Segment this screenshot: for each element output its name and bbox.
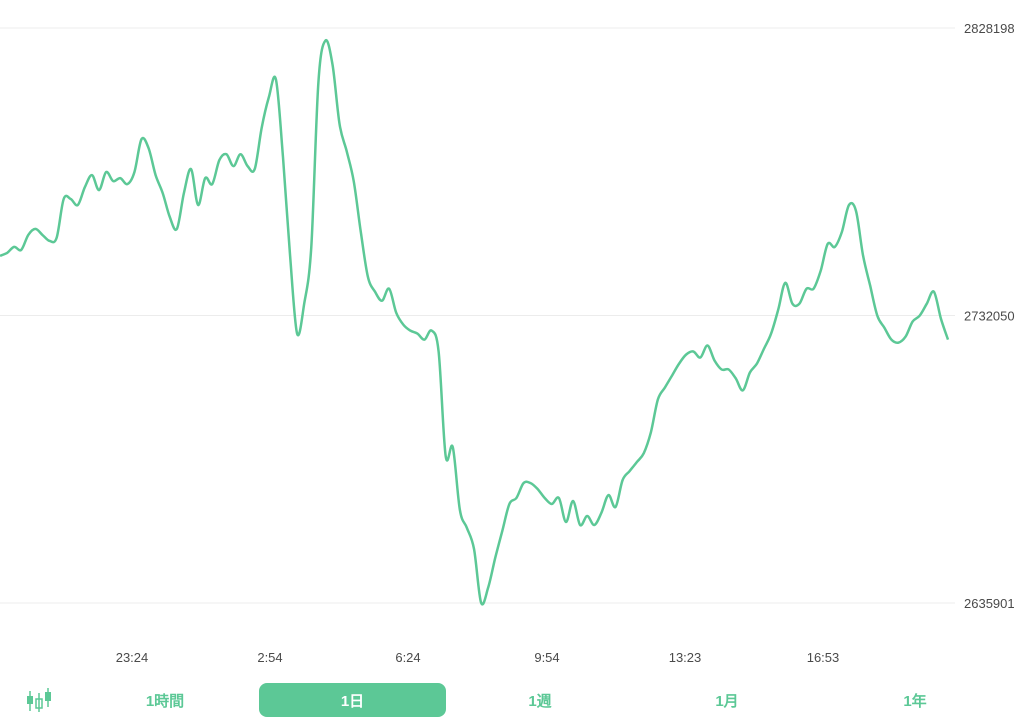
timeframe-bar: 1時間 1日 1週 1月 1年 bbox=[0, 678, 1024, 723]
x-tick-label: 2:54 bbox=[257, 650, 282, 665]
x-tick-label: 23:24 bbox=[116, 650, 149, 665]
timeframe-1h-button[interactable]: 1時間 bbox=[145, 692, 185, 710]
x-tick-label: 6:24 bbox=[395, 650, 420, 665]
x-tick-label: 16:53 bbox=[807, 650, 840, 665]
timeframe-1d-button[interactable]: 1日 bbox=[259, 683, 446, 717]
y-tick-label: 2732050 bbox=[964, 308, 1015, 323]
timeframe-1w-button[interactable]: 1週 bbox=[528, 692, 552, 710]
x-tick-label: 13:23 bbox=[669, 650, 702, 665]
x-tick-label: 9:54 bbox=[534, 650, 559, 665]
timeframe-1m-button[interactable]: 1月 bbox=[715, 692, 739, 710]
price-chart-svg: 2828198 2732050 2635901 23:24 2:54 6:24 9:54 1… bbox=[0, 21, 1015, 665]
price-chart[interactable]: 2828198 2732050 2635901 23:24 2:54 6:24 9:54 1… bbox=[0, 0, 1024, 675]
timeframe-1y-button[interactable]: 1年 bbox=[903, 692, 927, 710]
y-tick-label: 2635901 bbox=[964, 596, 1015, 611]
candlestick-icon[interactable] bbox=[24, 687, 54, 713]
y-tick-label: 2828198 bbox=[964, 21, 1015, 36]
price-line bbox=[0, 38, 950, 606]
